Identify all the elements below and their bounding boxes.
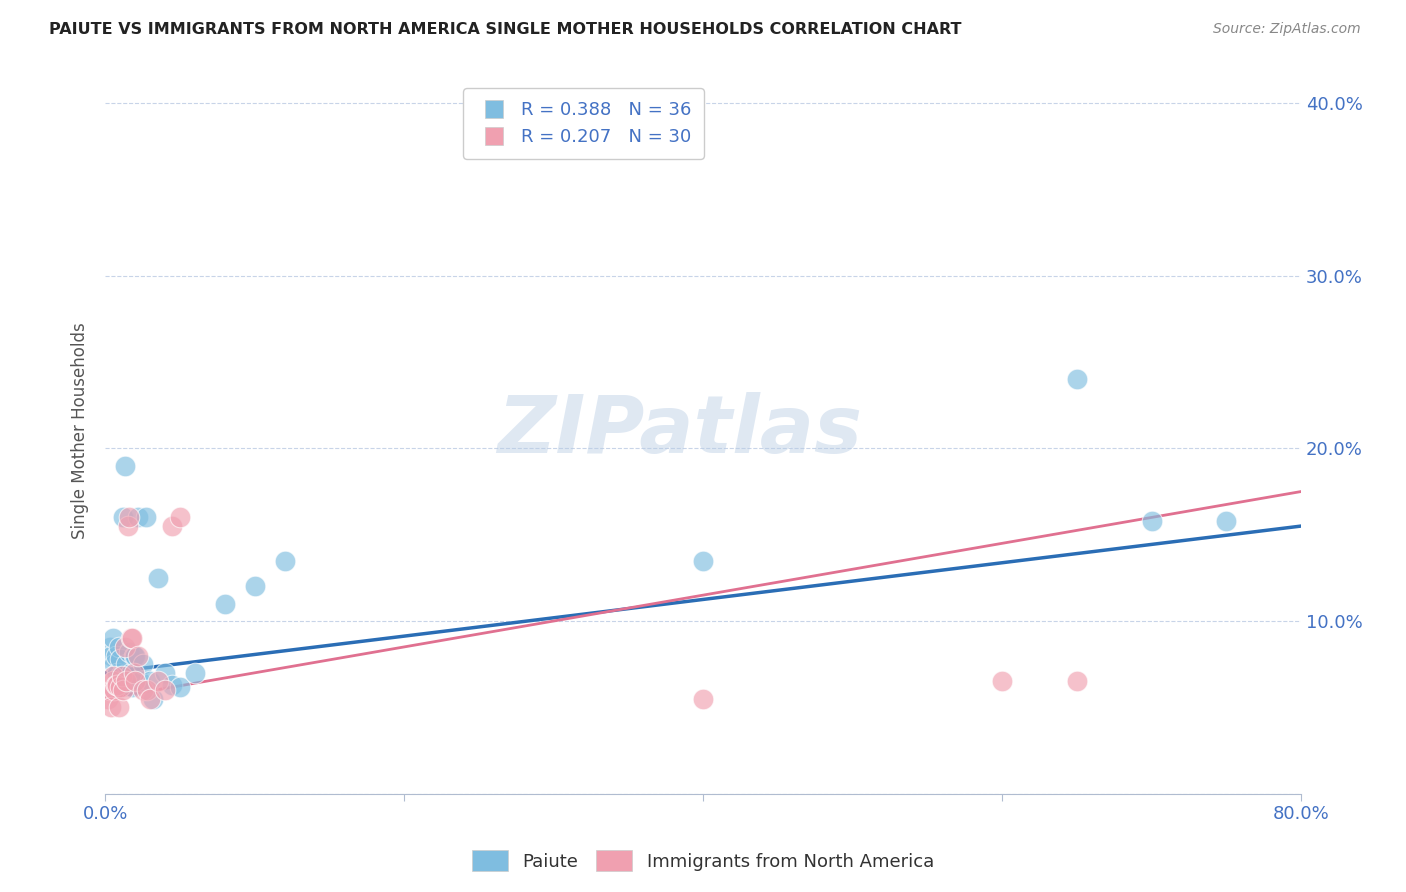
Point [162,678,184,692]
Point [98,640,121,654]
Point [108,652,131,666]
Point [100,700,122,714]
Point [136,683,159,698]
Point [1066,674,1088,689]
Text: Source: ZipAtlas.com: Source: ZipAtlas.com [1213,22,1361,37]
Point [117,674,139,689]
Point [98,683,121,698]
Point [115,674,138,689]
Point [111,669,134,683]
Point [103,657,125,672]
Point [142,691,165,706]
Point [104,648,127,663]
Point [112,510,135,524]
Point [124,674,146,689]
Point [104,678,127,692]
Point [169,510,191,524]
Point [692,691,714,706]
Point [122,665,145,680]
Point [124,648,146,663]
Point [146,674,169,689]
Point [107,700,129,714]
Point [127,648,149,663]
Point [991,674,1014,689]
Point [108,669,131,683]
Point [153,683,176,698]
Point [105,665,128,680]
Point [214,597,236,611]
Point [139,674,162,689]
Point [121,632,143,646]
Point [103,683,125,698]
Point [117,519,139,533]
Point [112,683,135,698]
Point [122,648,145,663]
Point [127,510,149,524]
Point [108,680,131,694]
Point [1066,372,1088,386]
Point [100,648,122,663]
Text: ZIPatlas: ZIPatlas [496,392,862,470]
Point [135,510,157,524]
Point [169,680,191,694]
Legend: Paiute, Immigrants from North America: Paiute, Immigrants from North America [464,843,942,879]
Point [1140,514,1163,528]
Point [118,510,141,524]
Point [107,640,129,654]
Point [131,683,153,698]
Point [121,680,143,694]
Point [105,678,128,692]
Point [114,640,136,654]
Point [162,519,184,533]
Point [146,571,169,585]
Point [101,674,124,689]
Text: PAIUTE VS IMMIGRANTS FROM NORTH AMERICA SINGLE MOTHER HOUSEHOLDS CORRELATION CHA: PAIUTE VS IMMIGRANTS FROM NORTH AMERICA … [49,22,962,37]
Point [101,669,124,683]
Point [118,645,141,659]
Point [97,691,120,706]
Y-axis label: Single Mother Households: Single Mother Households [72,323,89,540]
Legend: R = 0.388   N = 36, R = 0.207   N = 30: R = 0.388 N = 36, R = 0.207 N = 30 [463,88,704,159]
Point [131,657,153,672]
Point [273,553,295,567]
Point [139,691,162,706]
Point [153,665,176,680]
Point [115,657,138,672]
Point [120,632,142,646]
Point [101,632,124,646]
Point [120,665,142,680]
Point [114,458,136,473]
Point [128,674,150,689]
Point [692,553,714,567]
Point [184,665,207,680]
Point [243,579,266,593]
Point [1215,514,1237,528]
